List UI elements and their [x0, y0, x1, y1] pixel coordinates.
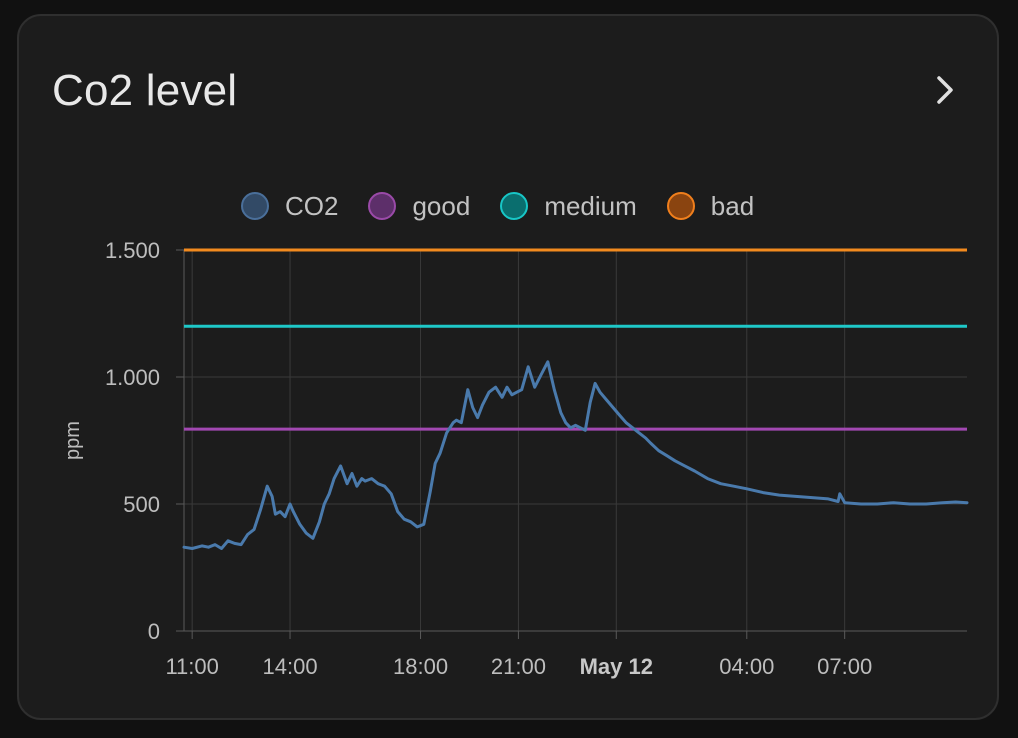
legend-item-medium[interactable]: medium	[500, 190, 637, 222]
legend-swatch	[500, 192, 529, 220]
x-tick-label: 14:00	[263, 654, 318, 679]
legend-item-bad[interactable]: bad	[666, 190, 755, 222]
card-title: Co2 level	[52, 66, 238, 115]
chart-legend: CO2 good medium bad	[241, 186, 784, 226]
legend-item-co2[interactable]: CO2	[241, 191, 338, 222]
legend-label: CO2	[285, 190, 339, 221]
y-tick-label: 1.000	[105, 365, 160, 390]
legend-label: good	[412, 190, 471, 221]
chevron-right-icon	[937, 76, 953, 104]
x-tick-label: May 12	[580, 654, 653, 679]
y-tick-label: 1.500	[105, 238, 160, 263]
x-tick-label: 11:00	[165, 654, 218, 679]
x-tick-label: 07:00	[817, 654, 872, 679]
x-tick-label: 04:00	[719, 654, 774, 679]
x-tick-label: 18:00	[393, 654, 448, 679]
legend-item-good[interactable]: good	[368, 191, 470, 222]
legend-swatch	[241, 192, 269, 220]
legend-label: medium	[544, 190, 637, 221]
legend-swatch	[368, 192, 397, 220]
more-info-button[interactable]	[921, 66, 969, 114]
co2-card: Co2 level CO2 good medium bad	[17, 14, 999, 720]
legend-swatch	[666, 192, 695, 220]
series-line-co2	[182, 360, 969, 550]
legend-label: bad	[710, 190, 755, 221]
y-tick-label: 500	[123, 492, 160, 517]
y-tick-label: 0	[148, 619, 160, 644]
x-tick-label: 21:00	[491, 654, 546, 679]
y-axis-label: ppm	[62, 421, 84, 460]
